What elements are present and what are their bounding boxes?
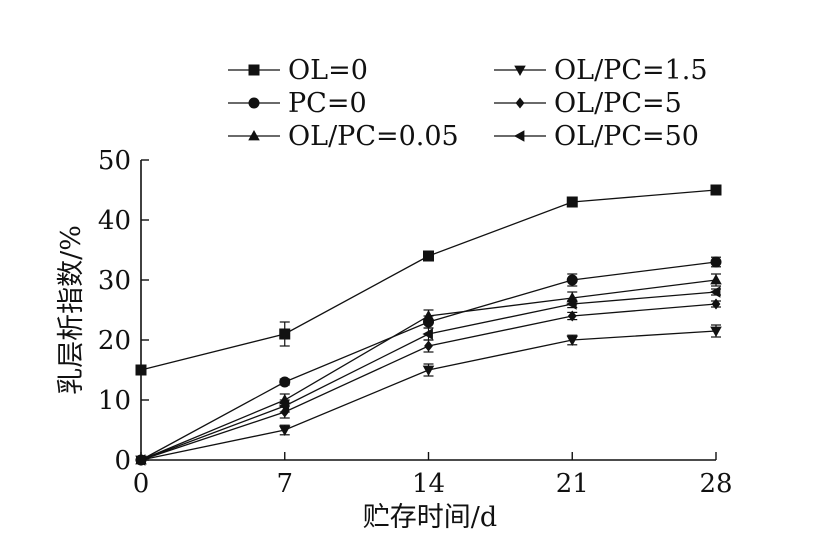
- x-tick-label: 28: [699, 469, 732, 499]
- y-axis-title: 乳层析指数/%: [56, 225, 87, 395]
- x-tick-label: 0: [133, 469, 150, 499]
- x-tick-label: 14: [412, 469, 445, 499]
- legend-marker: [248, 97, 260, 109]
- data-point: [279, 376, 291, 388]
- x-tick-label: 21: [556, 469, 589, 499]
- series-1: [135, 184, 722, 376]
- data-series: [134, 184, 722, 467]
- series-line: [140, 261, 717, 461]
- legend-marker: [248, 64, 260, 76]
- data-point: [422, 365, 435, 377]
- legend-item-1: OL=0: [228, 55, 368, 86]
- legend-marker: [515, 97, 525, 109]
- data-point: [422, 328, 433, 340]
- legend-item-5: OL/PC=5: [494, 88, 682, 119]
- data-point: [710, 256, 722, 268]
- legend-label: OL/PC=1.5: [554, 55, 708, 86]
- data-point: [566, 274, 578, 286]
- y-tick-label: 30: [98, 266, 131, 296]
- x-tick-label: 7: [276, 469, 293, 499]
- legend: OL=0PC=0OL/PC=0.05 OL/PC=1.5OL/PC=5OL/PC=…: [228, 55, 708, 152]
- legend-item-4: OL/PC=1.5: [494, 55, 708, 86]
- data-point: [710, 326, 722, 338]
- y-tick-label: 50: [98, 146, 131, 176]
- data-point: [567, 310, 577, 322]
- data-point: [710, 184, 722, 196]
- data-point: [134, 454, 146, 466]
- x-axis-title: 贮存时间/d: [363, 502, 497, 533]
- legend-label: OL/PC=5: [554, 88, 682, 119]
- y-tick-label: 40: [98, 206, 131, 236]
- data-point: [566, 298, 577, 310]
- data-point: [710, 273, 722, 285]
- legend-label: PC=0: [288, 88, 367, 119]
- data-point: [566, 335, 579, 347]
- data-point: [135, 364, 147, 376]
- axes: 0 10 20 30 40 50 0 7 14 21 28: [98, 146, 733, 499]
- y-tick-label: 20: [98, 326, 131, 356]
- legend-item-3: OL/PC=0.05: [228, 121, 459, 152]
- series-6: [134, 286, 721, 466]
- legend-item-6: OL/PC=50: [494, 121, 699, 152]
- legend-item-2: PC=0: [228, 88, 367, 119]
- series-4: [135, 324, 722, 467]
- legend-marker: [248, 129, 260, 141]
- y-tick-label: 10: [98, 386, 131, 416]
- legend-label: OL/PC=50: [554, 121, 699, 152]
- data-point: [566, 196, 578, 208]
- data-point: [711, 298, 721, 310]
- legend-marker: [513, 130, 525, 142]
- data-point: [423, 250, 434, 262]
- data-point: [278, 400, 290, 412]
- data-point: [422, 309, 435, 321]
- legend-marker: [514, 65, 526, 77]
- data-point: [709, 286, 721, 298]
- series-2: [135, 256, 722, 466]
- data-point: [278, 425, 291, 437]
- y-tick-label: 0: [114, 446, 131, 476]
- data-point: [279, 328, 291, 340]
- legend-label: OL=0: [288, 55, 368, 86]
- legend-label: OL/PC=0.05: [288, 121, 459, 152]
- data-point: [424, 340, 433, 352]
